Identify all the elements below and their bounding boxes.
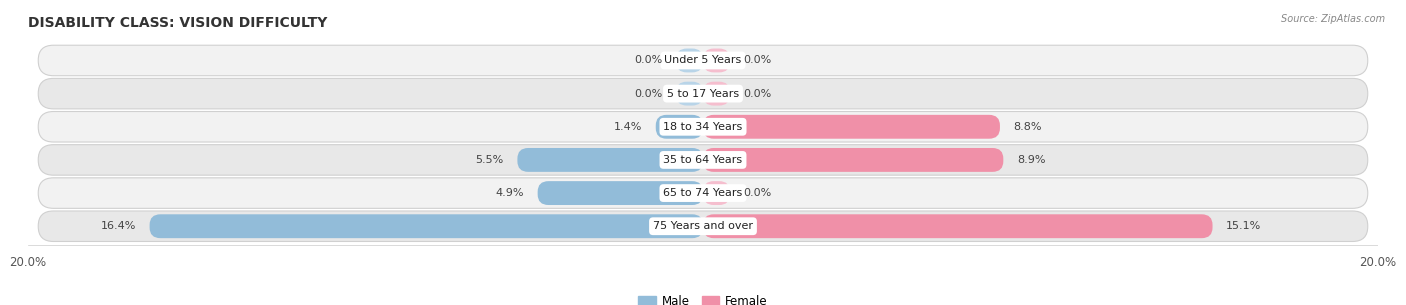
FancyBboxPatch shape (38, 78, 1368, 109)
Text: 75 Years and over: 75 Years and over (652, 221, 754, 231)
FancyBboxPatch shape (676, 48, 703, 72)
FancyBboxPatch shape (703, 115, 1000, 139)
Text: 18 to 34 Years: 18 to 34 Years (664, 122, 742, 132)
FancyBboxPatch shape (517, 148, 703, 172)
FancyBboxPatch shape (703, 82, 730, 106)
FancyBboxPatch shape (655, 115, 703, 139)
FancyBboxPatch shape (537, 181, 703, 205)
Text: 0.0%: 0.0% (744, 188, 772, 198)
Text: 8.9%: 8.9% (1017, 155, 1045, 165)
Text: 1.4%: 1.4% (614, 122, 643, 132)
Text: 8.8%: 8.8% (1014, 122, 1042, 132)
FancyBboxPatch shape (703, 48, 730, 72)
FancyBboxPatch shape (703, 181, 730, 205)
Text: 15.1%: 15.1% (1226, 221, 1261, 231)
Text: 0.0%: 0.0% (744, 56, 772, 66)
Text: 35 to 64 Years: 35 to 64 Years (664, 155, 742, 165)
FancyBboxPatch shape (38, 178, 1368, 208)
FancyBboxPatch shape (38, 145, 1368, 175)
Text: DISABILITY CLASS: VISION DIFFICULTY: DISABILITY CLASS: VISION DIFFICULTY (28, 16, 328, 30)
Text: 5 to 17 Years: 5 to 17 Years (666, 89, 740, 99)
Text: 65 to 74 Years: 65 to 74 Years (664, 188, 742, 198)
Text: Under 5 Years: Under 5 Years (665, 56, 741, 66)
Legend: Male, Female: Male, Female (634, 290, 772, 305)
Text: 0.0%: 0.0% (744, 89, 772, 99)
FancyBboxPatch shape (703, 148, 1004, 172)
FancyBboxPatch shape (149, 214, 703, 238)
FancyBboxPatch shape (703, 214, 1212, 238)
FancyBboxPatch shape (38, 211, 1368, 242)
FancyBboxPatch shape (38, 45, 1368, 76)
Text: 5.5%: 5.5% (475, 155, 503, 165)
Text: 0.0%: 0.0% (634, 56, 662, 66)
Text: Source: ZipAtlas.com: Source: ZipAtlas.com (1281, 14, 1385, 24)
Text: 4.9%: 4.9% (496, 188, 524, 198)
FancyBboxPatch shape (38, 112, 1368, 142)
Text: 0.0%: 0.0% (634, 89, 662, 99)
FancyBboxPatch shape (676, 82, 703, 106)
Text: 16.4%: 16.4% (101, 221, 136, 231)
